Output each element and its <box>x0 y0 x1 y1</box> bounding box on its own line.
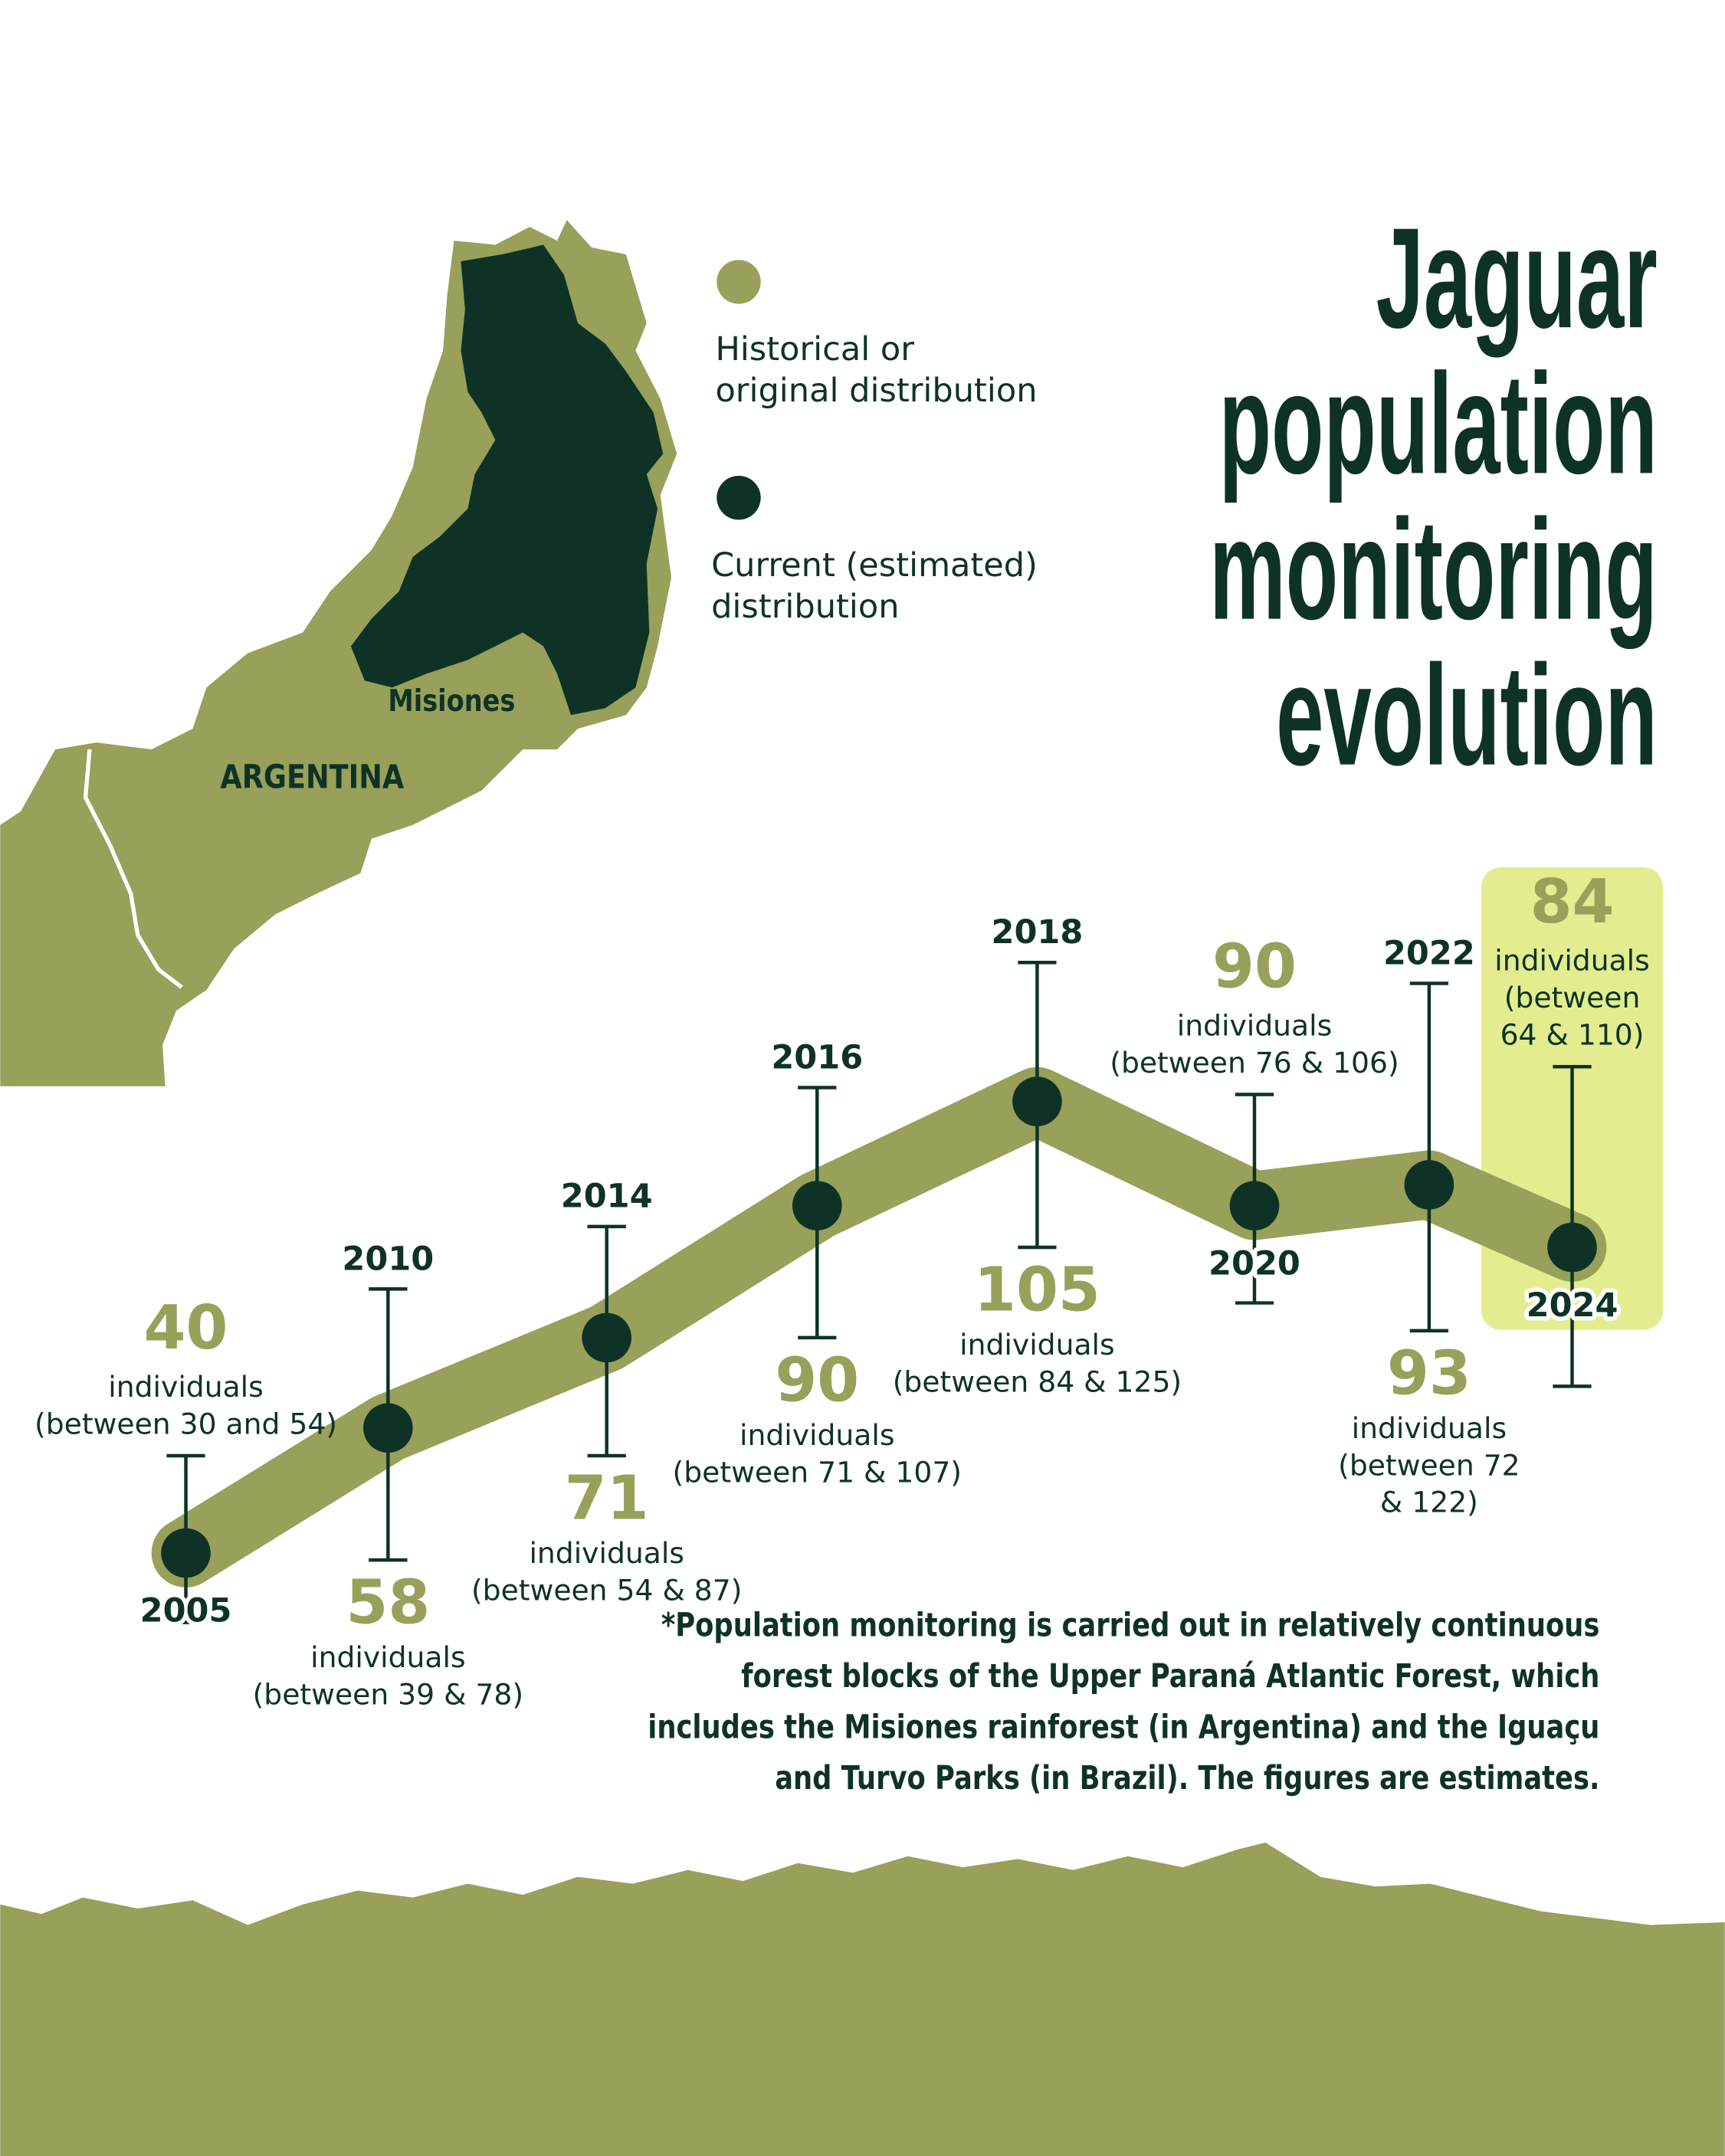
value-note: individuals <box>1494 944 1649 978</box>
year-label: 2005 <box>140 1592 232 1630</box>
value-label: 105 <box>974 1255 1100 1325</box>
value-note: (between 71 & 107) <box>673 1455 962 1489</box>
legend-label: distribution <box>711 588 899 626</box>
value-note: individuals <box>959 1328 1114 1361</box>
trend-line <box>151 1067 1607 1588</box>
value-note: individuals <box>529 1536 684 1570</box>
map-label: ARGENTINA <box>220 759 404 797</box>
year-label: 2024 <box>1527 1286 1618 1325</box>
footnote-line: includes the Misiones rainforest (in Arg… <box>648 1708 1599 1746</box>
value-label: 93 <box>1387 1338 1471 1408</box>
point <box>1229 1181 1280 1230</box>
value-note: (between 39 & 78) <box>253 1678 523 1712</box>
year-label: 2014 <box>561 1178 653 1216</box>
value-note: individuals <box>1352 1411 1507 1445</box>
value-note: & 122) <box>1380 1486 1478 1519</box>
legend-label: original distribution <box>715 372 1037 410</box>
map-label: Misiones <box>388 683 515 718</box>
title-line: Jaguar <box>1376 198 1658 359</box>
value-note: (between 84 & 125) <box>893 1365 1182 1398</box>
value-note: (between 76 & 106) <box>1110 1046 1399 1080</box>
point <box>792 1181 842 1230</box>
year-label: 2018 <box>991 913 1083 952</box>
footnote: *Population monitoring is carried out in… <box>648 1606 1599 1797</box>
legend-swatch <box>717 475 761 520</box>
value-note: (between <box>1504 981 1641 1014</box>
year-label: 2010 <box>342 1240 434 1278</box>
value-label: 90 <box>1212 932 1297 1002</box>
point <box>161 1528 211 1578</box>
value-label: 58 <box>346 1568 430 1638</box>
point <box>1404 1160 1454 1210</box>
value-note: individuals <box>310 1640 465 1674</box>
value-label: 71 <box>565 1463 649 1534</box>
footnote-line: *Population monitoring is carried out in… <box>661 1606 1600 1644</box>
point <box>1012 1076 1062 1126</box>
value-note: (between 54 & 87) <box>471 1573 742 1607</box>
year-label: 2020 <box>1208 1244 1300 1283</box>
legend-label: Historical or <box>715 330 914 369</box>
title-line: monitoring <box>1209 490 1658 650</box>
year-label: 2022 <box>1383 934 1475 972</box>
value-note: individuals <box>108 1370 263 1404</box>
value-label: 90 <box>775 1345 859 1415</box>
footnote-line: forest blocks of the Upper Paraná Atlant… <box>741 1657 1599 1696</box>
legend-label: Current (estimated) <box>711 546 1038 585</box>
title-line: population <box>1219 344 1658 504</box>
year-label: 2016 <box>771 1038 863 1076</box>
value-note: (between 72 <box>1338 1448 1520 1482</box>
map-current <box>350 244 664 716</box>
point <box>582 1312 631 1363</box>
value-label: 84 <box>1530 867 1615 937</box>
value-note: individuals <box>740 1418 894 1452</box>
value-label: 40 <box>144 1293 228 1363</box>
footnote-line: and Turvo Parks (in Brazil). The figures… <box>775 1758 1599 1797</box>
title-line: evolution <box>1276 635 1658 795</box>
value-note: (between 30 and 54) <box>34 1407 337 1440</box>
map-river <box>83 749 183 989</box>
forest-silhouette <box>0 1842 1725 2156</box>
point <box>363 1403 413 1453</box>
legend-swatch <box>717 260 761 304</box>
value-note: individuals <box>1177 1008 1332 1042</box>
value-note: 64 & 110) <box>1500 1018 1645 1052</box>
point <box>1547 1222 1597 1273</box>
